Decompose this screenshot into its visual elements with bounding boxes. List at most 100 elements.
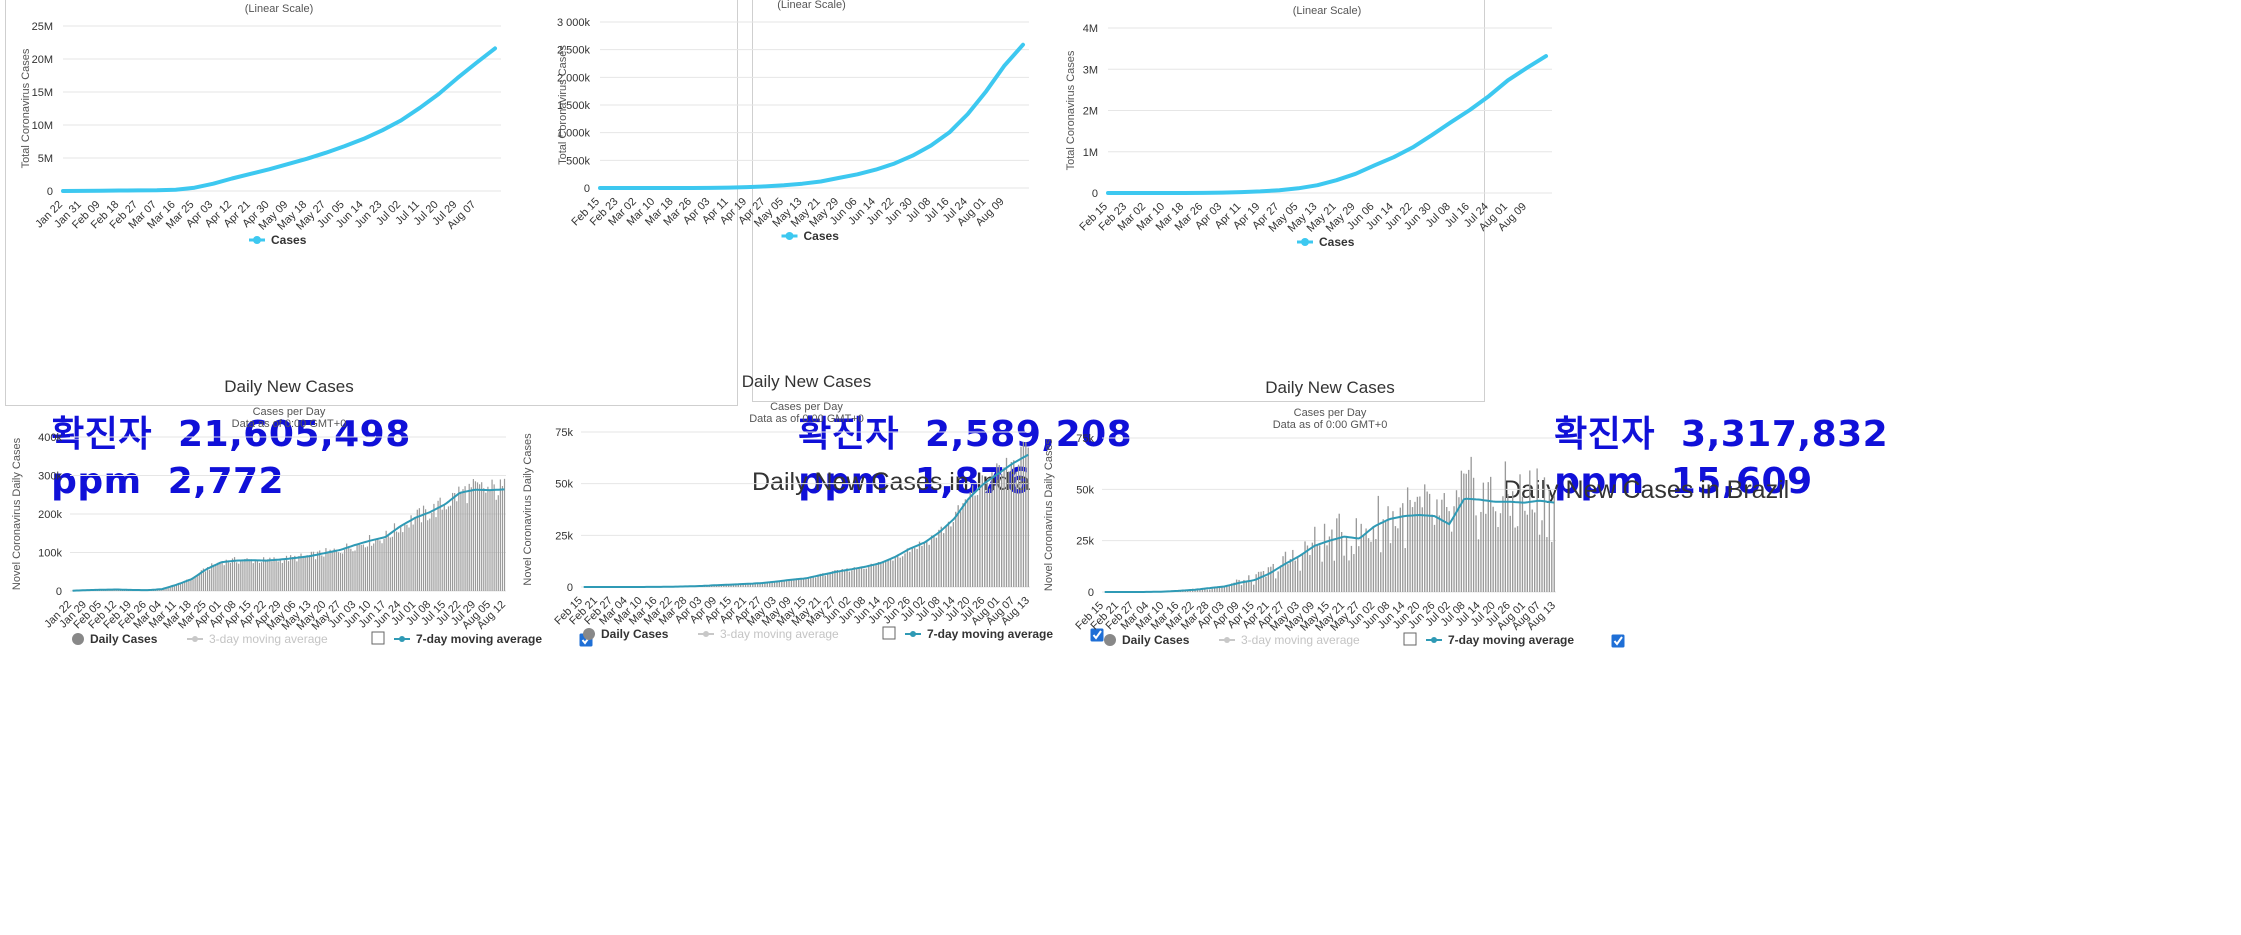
- daily-bar: [1248, 575, 1250, 592]
- daily-bar: [495, 499, 497, 591]
- daily-bar: [1319, 545, 1321, 592]
- daily-bar: [217, 562, 219, 591]
- daily-bar: [267, 559, 269, 591]
- daily-bar: [300, 553, 302, 591]
- daily-bar: [935, 537, 938, 587]
- daily-bar: [327, 551, 329, 591]
- daily-bar: [1497, 527, 1499, 592]
- legend-label-3day: 3-day moving average: [720, 627, 839, 641]
- confirmed-stat-brazil: 확진자 3,317,832: [1528, 364, 1888, 457]
- daily-bar: [814, 577, 817, 587]
- daily-bar: [188, 580, 190, 591]
- y-tick-label: 25k: [1076, 536, 1094, 548]
- daily-bar: [752, 583, 754, 587]
- daily-bar: [165, 587, 167, 591]
- daily-bar: [348, 548, 350, 591]
- daily-bar: [856, 569, 858, 587]
- y-tick-label: 300k: [38, 471, 62, 483]
- daily-bar: [940, 526, 942, 587]
- daily-bar: [769, 582, 771, 587]
- daily-bar: [853, 567, 855, 587]
- daily-bar: [499, 479, 501, 591]
- daily-bar: [1448, 511, 1450, 592]
- daily-bar: [287, 561, 290, 591]
- legend-label: Cases: [804, 229, 840, 243]
- daily-bar: [1546, 537, 1548, 592]
- daily-bar: [1394, 526, 1397, 592]
- series-line-7day-average: [583, 453, 1029, 588]
- daily-bar: [491, 479, 493, 591]
- daily-bar: [358, 543, 360, 591]
- daily-bar: [408, 527, 410, 591]
- y-tick-label: 400k: [38, 432, 62, 444]
- daily-bar: [1257, 571, 1260, 592]
- daily-bar: [1409, 499, 1411, 592]
- daily-bar: [233, 557, 236, 591]
- daily-bar: [362, 544, 364, 591]
- legend-daily-cases-icon: [1104, 634, 1116, 646]
- daily-bar: [1404, 548, 1406, 592]
- daily-cases-chart-brazil: Daily New Cases Cases per Day Data as of 0…: [1043, 378, 2238, 935]
- daily-bar: [246, 558, 248, 591]
- daily-bar: [1243, 579, 1245, 592]
- daily-bar: [889, 559, 892, 587]
- daily-bar: [1233, 582, 1235, 592]
- daily-bar: [227, 562, 229, 591]
- daily-bar: [312, 551, 315, 591]
- daily-bar: [379, 540, 381, 591]
- daily-bar: [1008, 471, 1010, 587]
- daily-bar: [252, 563, 254, 591]
- daily-bar: [1194, 590, 1196, 592]
- total-chart-frame-world: [5, 0, 738, 406]
- series-line-7day-average: [1104, 497, 1555, 593]
- daily-bar: [460, 492, 462, 591]
- daily-bar: [1017, 464, 1020, 587]
- daily-bar: [764, 582, 766, 587]
- daily-bar: [947, 521, 950, 587]
- daily-bar: [472, 479, 474, 591]
- daily-bar: [412, 524, 414, 591]
- y-axis-title: Novel Coronavirus Daily Cases: [522, 433, 534, 586]
- daily-bar: [834, 570, 836, 587]
- daily-bar: [325, 548, 327, 591]
- daily-bar: [273, 557, 275, 591]
- daily-bar: [177, 583, 180, 591]
- daily-bar: [754, 583, 756, 587]
- daily-bar: [972, 485, 974, 587]
- daily-bar: [1338, 513, 1340, 592]
- daily-bar: [759, 582, 761, 587]
- legend-label-daily-cases: Daily Cases: [1122, 633, 1190, 647]
- daily-bar: [285, 555, 288, 591]
- daily-bar: [179, 583, 182, 591]
- daily-bar: [1238, 579, 1240, 592]
- legend-label: Cases: [271, 233, 307, 247]
- daily-bar: [1270, 566, 1272, 592]
- daily-bar: [1499, 513, 1502, 592]
- chart-subtitle-2: Data as of 0:00 GMT+0: [232, 418, 347, 430]
- daily-bar: [242, 561, 244, 591]
- daily-bar: [727, 584, 730, 587]
- daily-bar: [1316, 544, 1318, 592]
- daily-bar: [414, 517, 416, 591]
- daily-bar: [1213, 587, 1216, 592]
- daily-bar: [1384, 520, 1387, 592]
- daily-bar: [319, 550, 321, 591]
- ppm-label: ppm: [51, 461, 142, 502]
- checkmark-icon: [1613, 636, 1623, 646]
- daily-bar: [206, 567, 209, 591]
- y-axis-title: Total Coronavirus Cases: [20, 48, 32, 168]
- daily-bar: [1402, 503, 1404, 592]
- daily-bar: [1228, 584, 1230, 592]
- daily-bar: [904, 553, 906, 587]
- daily-bar: [389, 537, 391, 591]
- legend-7day-marker-icon: [910, 631, 916, 637]
- daily-bar: [481, 482, 483, 591]
- section-caption-brazil: Daily New Cases in Brazil: [1503, 476, 1790, 504]
- daily-bar: [250, 559, 252, 591]
- y-tick-label: 0: [1092, 188, 1098, 200]
- daily-bar: [248, 559, 250, 591]
- daily-bar: [950, 526, 952, 587]
- daily-bar: [244, 558, 246, 591]
- daily-bar: [377, 539, 379, 591]
- daily-bar: [1265, 576, 1267, 592]
